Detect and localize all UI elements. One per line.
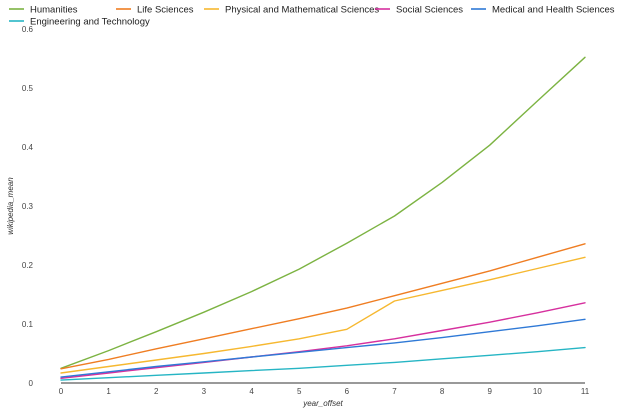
legend-item: Physical and Mathematical Sciences <box>204 5 379 16</box>
legend: Humanities Life Sciences Physical and Math… <box>9 5 615 28</box>
series-line-life-sciences <box>60 243 586 370</box>
y-tick-label: 0.4 <box>22 143 34 152</box>
legend-item: Humanities <box>9 5 78 16</box>
legend-label: Medical and Health Sciences <box>492 5 615 16</box>
plot-area <box>60 56 586 381</box>
y-tick-label: 0.1 <box>22 320 34 329</box>
x-tick-label: 0 <box>59 387 64 396</box>
legend-label: Engineering and Technology <box>30 17 150 28</box>
x-tick-label: 11 <box>581 387 590 396</box>
y-axis-title: wikipedia_mean <box>6 177 15 235</box>
y-tick-label: 0.2 <box>22 261 34 270</box>
legend-item: Life Sciences <box>116 5 194 16</box>
legend-item: Medical and Health Sciences <box>471 5 615 16</box>
series-line-physical-and-mathematical-sciences <box>60 256 586 374</box>
legend-label: Physical and Mathematical Sciences <box>225 5 379 16</box>
x-tick-label: 3 <box>202 387 207 396</box>
legend-item: Engineering and Technology <box>9 17 150 28</box>
series-line-medical-and-health-sciences <box>60 318 586 378</box>
y-tick-label: 0 <box>29 379 34 388</box>
y-tick-label: 0.6 <box>22 25 34 34</box>
y-tick-label: 0.3 <box>22 202 34 211</box>
x-tick-label: 8 <box>440 387 445 396</box>
series-line-social-sciences <box>60 302 586 379</box>
x-tick-label: 2 <box>154 387 159 396</box>
legend-item: Social Sciences <box>375 5 463 16</box>
x-tick-label: 6 <box>345 387 350 396</box>
series-line-humanities <box>60 56 586 369</box>
y-tick-label: 0.5 <box>22 84 34 93</box>
x-tick-label: 9 <box>488 387 493 396</box>
legend-label: Humanities <box>30 5 78 16</box>
x-tick-label: 10 <box>533 387 542 396</box>
x-tick-label: 1 <box>106 387 111 396</box>
x-tick-label: 4 <box>249 387 254 396</box>
x-tick-label: 5 <box>297 387 302 396</box>
legend-label: Life Sciences <box>137 5 194 16</box>
x-axis-title: year_offset <box>302 399 343 408</box>
series-line-engineering-and-technology <box>60 346 586 381</box>
axes: 0 1 2 3 4 5 6 7 8 9 10 11 0 0.1 0.2 0.3 0.4 0.5 0.6 <box>22 25 590 396</box>
legend-label: Social Sciences <box>396 5 463 16</box>
x-tick-label: 7 <box>392 387 397 396</box>
